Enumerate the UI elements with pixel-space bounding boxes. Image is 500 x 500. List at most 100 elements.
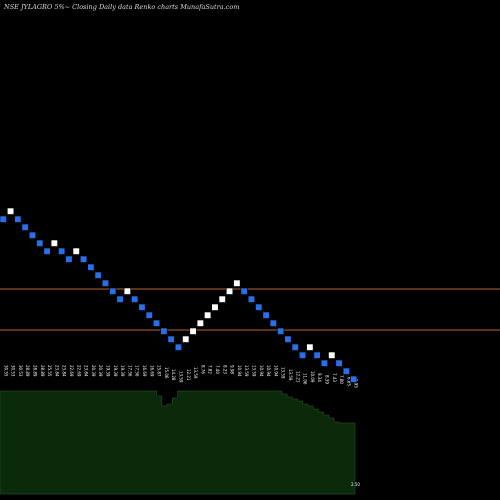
down-brick bbox=[153, 319, 161, 327]
down-brick bbox=[298, 351, 307, 359]
brick-label: 14.28 bbox=[171, 369, 176, 381]
up-brick bbox=[50, 239, 58, 247]
brick-label: 8.76 bbox=[200, 365, 205, 374]
down-brick bbox=[65, 255, 73, 263]
down-brick bbox=[269, 319, 277, 327]
down-brick bbox=[87, 263, 95, 271]
up-brick bbox=[196, 319, 204, 327]
brick-label: 30.53 bbox=[11, 365, 16, 377]
brick-label: 28.89 bbox=[25, 365, 30, 377]
brick-label: 30.53 bbox=[18, 365, 23, 377]
down-brick bbox=[350, 375, 358, 383]
up-brick bbox=[328, 351, 336, 359]
brick-label: 13.59 bbox=[251, 365, 256, 377]
brick-label: 17.56 bbox=[127, 365, 132, 377]
brick-label: 30.55 bbox=[3, 365, 8, 377]
down-brick bbox=[284, 335, 292, 343]
brick-label: 7.43 bbox=[332, 373, 337, 382]
down-brick bbox=[335, 359, 343, 367]
brick-label: 19.39 bbox=[105, 365, 110, 377]
down-brick bbox=[80, 255, 88, 263]
up-brick bbox=[204, 311, 212, 319]
brick-label: 10.94 bbox=[266, 365, 271, 377]
down-brick bbox=[277, 327, 285, 335]
brick-label: 15.87 bbox=[157, 365, 162, 377]
up-brick bbox=[72, 247, 80, 255]
brick-label: 19.39 bbox=[120, 365, 125, 377]
down-brick bbox=[43, 247, 51, 255]
brick-label: 17.56 bbox=[135, 365, 140, 377]
brick-label: 22.69 bbox=[69, 365, 74, 377]
brick-label: 12.21 bbox=[295, 371, 300, 383]
down-brick bbox=[94, 271, 102, 279]
down-brick bbox=[21, 223, 29, 231]
brick-label: 10.94 bbox=[259, 365, 264, 377]
chart-title: NSE JYLAGRO 5%~ Closing Daily data Renko… bbox=[4, 3, 240, 11]
brick-label: 20.39 bbox=[98, 365, 103, 377]
up-brick bbox=[7, 207, 15, 215]
down-brick bbox=[255, 303, 263, 311]
down-brick bbox=[247, 295, 255, 303]
down-brick bbox=[116, 295, 124, 303]
down-brick bbox=[14, 215, 22, 223]
brick-label: 22.69 bbox=[76, 365, 81, 377]
brick-label: 10.94 bbox=[237, 365, 242, 377]
down-brick bbox=[313, 351, 321, 359]
down-brick bbox=[101, 279, 109, 287]
brick-label: 13.59 bbox=[178, 371, 183, 383]
brick-label: 9.98 bbox=[230, 365, 235, 374]
down-brick bbox=[109, 287, 117, 295]
brick-label: 15.06 bbox=[164, 367, 169, 379]
up-brick bbox=[233, 279, 241, 287]
brick-label: 13.59 bbox=[281, 367, 286, 379]
down-brick bbox=[320, 359, 329, 367]
brick-label: 11.06 bbox=[303, 373, 308, 385]
down-brick bbox=[0, 215, 7, 223]
down-brick bbox=[131, 295, 139, 303]
brick-label: 13.59 bbox=[193, 367, 198, 379]
brick-label: 8.39 bbox=[324, 375, 329, 384]
up-brick bbox=[218, 295, 226, 303]
brick-label: 25.55 bbox=[47, 365, 52, 377]
brick-label: 23.84 bbox=[62, 365, 67, 377]
down-brick bbox=[167, 335, 175, 343]
brick-label: 13.59 bbox=[288, 369, 293, 381]
brick-label: 7.80 bbox=[339, 375, 344, 384]
brick-label: 5.95 bbox=[354, 379, 359, 388]
brick-label: 28.89 bbox=[40, 365, 45, 377]
brick-label: 7.40 bbox=[215, 365, 220, 374]
volume-area bbox=[0, 390, 356, 495]
brick-label: 10.09 bbox=[310, 371, 315, 383]
down-brick bbox=[145, 311, 153, 319]
down-brick bbox=[28, 231, 37, 239]
brick-label: 10.94 bbox=[273, 365, 278, 377]
brick-label: 23.84 bbox=[84, 365, 89, 377]
down-brick bbox=[342, 367, 350, 375]
brick-label: 6.85 bbox=[346, 377, 351, 386]
down-brick bbox=[36, 239, 44, 247]
brick-label: 16.69 bbox=[149, 365, 154, 377]
down-brick bbox=[174, 343, 182, 351]
down-brick bbox=[291, 343, 299, 351]
brick-label: 9.34 bbox=[317, 373, 322, 382]
down-brick bbox=[160, 327, 168, 335]
up-brick bbox=[123, 287, 131, 295]
up-brick bbox=[189, 327, 197, 335]
last-label: 2.50 bbox=[351, 482, 360, 487]
brick-label: 7.82 bbox=[208, 365, 213, 374]
brick-label: 16.69 bbox=[142, 365, 147, 377]
brick-label: 12.21 bbox=[186, 369, 191, 381]
brick-label: 19.39 bbox=[113, 365, 118, 377]
up-brick bbox=[182, 335, 190, 343]
brick-label: 20.39 bbox=[91, 365, 96, 377]
brick-label: 28.89 bbox=[32, 365, 37, 377]
brick-label: 13.59 bbox=[244, 365, 249, 377]
down-brick bbox=[138, 303, 146, 311]
up-brick bbox=[226, 287, 234, 295]
up-brick bbox=[211, 303, 219, 311]
down-brick bbox=[58, 247, 66, 255]
up-brick bbox=[306, 343, 314, 351]
brick-label: 23.84 bbox=[54, 365, 59, 377]
